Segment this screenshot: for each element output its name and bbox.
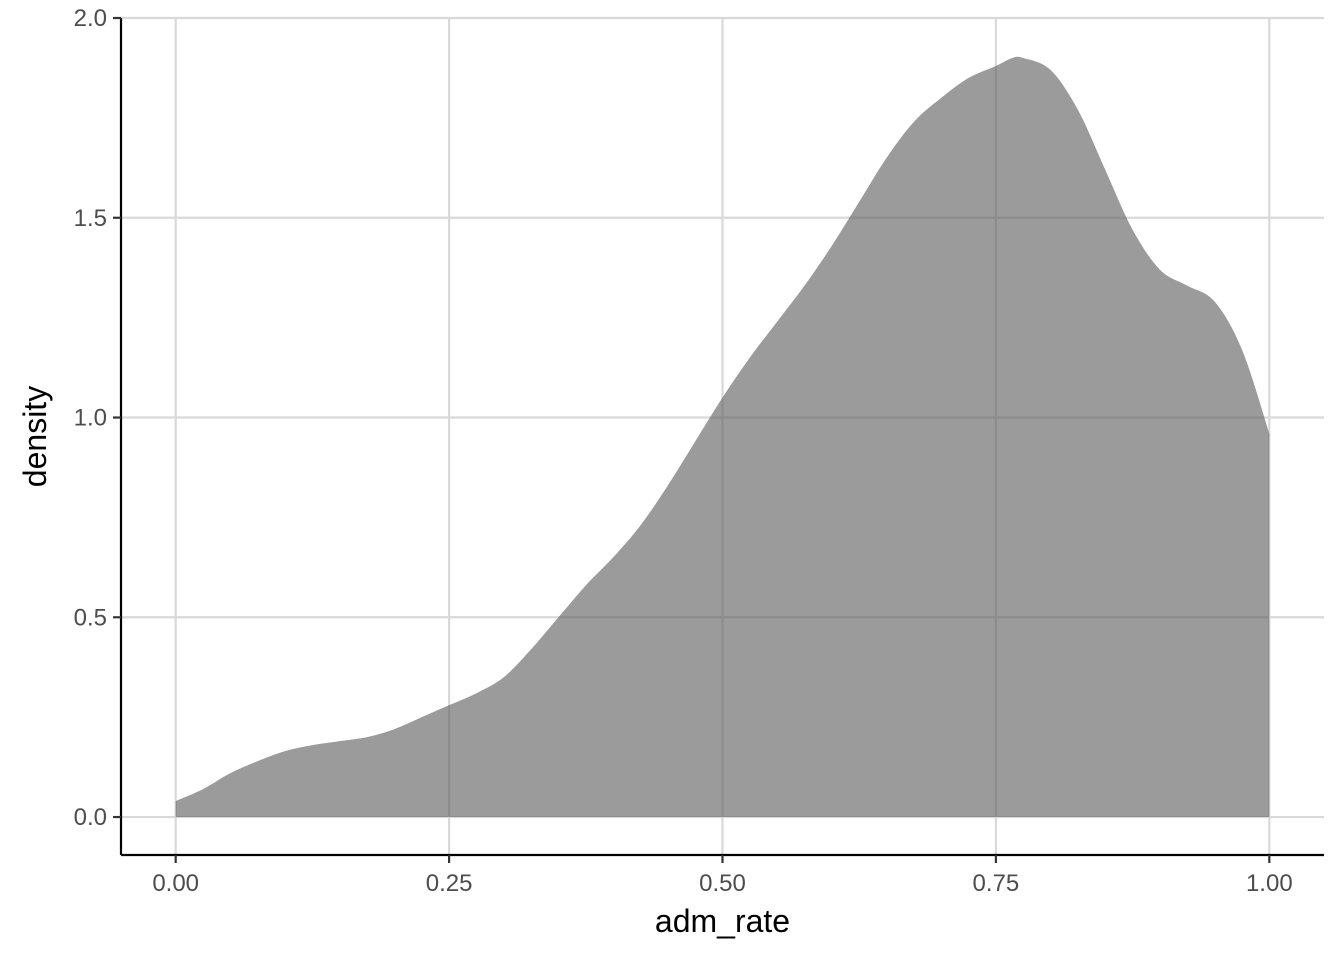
- y-axis-ticks: 0.0 0.5 1.0 1.5 2.0: [74, 5, 121, 831]
- x-tick-label-3: 0.75: [973, 870, 1020, 897]
- x-tick-label-4: 1.00: [1246, 870, 1293, 897]
- x-axis-title: adm_rate: [655, 903, 790, 939]
- y-tick-label-3: 1.5: [74, 205, 107, 232]
- y-tick-label-4: 2.0: [74, 5, 107, 32]
- x-axis-ticks: 0.00 0.25 0.50 0.75 1.00: [152, 855, 1293, 897]
- y-tick-label-2: 1.0: [74, 405, 107, 432]
- y-tick-label-0: 0.0: [74, 804, 107, 831]
- y-tick-label-1: 0.5: [74, 604, 107, 631]
- density-area: [175, 56, 1270, 818]
- x-tick-label-1: 0.25: [426, 870, 473, 897]
- x-tick-label-2: 0.50: [699, 870, 746, 897]
- x-tick-label-0: 0.00: [152, 870, 199, 897]
- y-axis-title: density: [17, 386, 53, 487]
